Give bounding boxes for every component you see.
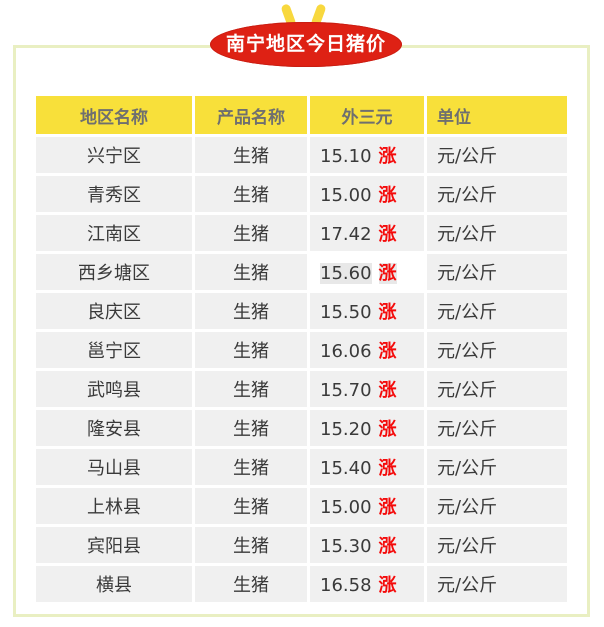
- unit-cell: 元/公斤: [427, 371, 567, 407]
- trend-up-label: 涨: [378, 497, 397, 518]
- product-cell: 生猪: [195, 488, 307, 524]
- region-cell: 兴宁区: [36, 137, 192, 173]
- unit-cell: 元/公斤: [427, 410, 567, 446]
- table-row: 横县 生猪 16.58 涨 元/公斤: [36, 566, 567, 602]
- trend-up-label: 涨: [378, 458, 397, 479]
- price-value: 15.00: [320, 497, 372, 518]
- price-cell: 15.10 涨: [310, 137, 424, 173]
- price-cell: 17.42 涨: [310, 215, 424, 251]
- page-title: 南宁地区今日猪价: [210, 22, 402, 67]
- unit-cell: 元/公斤: [427, 215, 567, 251]
- col-header-price: 外三元: [310, 96, 424, 134]
- price-value: 15.40: [320, 458, 372, 479]
- product-cell: 生猪: [195, 449, 307, 485]
- product-cell: 生猪: [195, 215, 307, 251]
- unit-cell: 元/公斤: [427, 527, 567, 563]
- product-cell: 生猪: [195, 566, 307, 602]
- price-value: 15.10: [320, 146, 372, 167]
- price-value: 15.70: [320, 380, 372, 401]
- price-value: 15.60: [320, 263, 372, 284]
- unit-cell: 元/公斤: [427, 449, 567, 485]
- unit-cell: 元/公斤: [427, 254, 567, 290]
- trend-up-label: 涨: [378, 380, 397, 401]
- region-cell: 江南区: [36, 215, 192, 251]
- price-cell: 15.00 涨: [310, 176, 424, 212]
- unit-cell: 元/公斤: [427, 566, 567, 602]
- table-row: 宾阳县 生猪 15.30 涨 元/公斤: [36, 527, 567, 563]
- region-cell: 宾阳县: [36, 527, 192, 563]
- price-table-header: 地区名称 产品名称 外三元 单位: [36, 96, 567, 134]
- price-cell: 15.40 涨: [310, 449, 424, 485]
- trend-up-label: 涨: [378, 302, 397, 323]
- price-table: 地区名称 产品名称 外三元 单位 兴宁区 生猪 15.10 涨元/公斤 青秀区 生猪 15.…: [33, 93, 570, 605]
- product-cell: 生猪: [195, 254, 307, 290]
- price-cell: 16.58 涨: [310, 566, 424, 602]
- region-cell: 西乡塘区: [36, 254, 192, 290]
- price-cell: 15.70 涨: [310, 371, 424, 407]
- price-value: 15.30: [320, 536, 372, 557]
- price-cell: 15.60 涨: [310, 254, 424, 290]
- product-cell: 生猪: [195, 410, 307, 446]
- col-header-product: 产品名称: [195, 96, 307, 134]
- region-cell: 马山县: [36, 449, 192, 485]
- table-row: 马山县 生猪 15.40 涨 元/公斤: [36, 449, 567, 485]
- trend-up-label: 涨: [378, 575, 397, 596]
- price-table-body: 兴宁区 生猪 15.10 涨元/公斤 青秀区 生猪 15.00 涨元/公斤 江南区 生猪 17.42…: [36, 137, 567, 602]
- table-row: 武鸣县 生猪 15.70 涨 元/公斤: [36, 371, 567, 407]
- table-row: 良庆区 生猪 15.50 涨 元/公斤: [36, 293, 567, 329]
- price-cell: 15.30 涨: [310, 527, 424, 563]
- product-cell: 生猪: [195, 176, 307, 212]
- region-cell: 隆安县: [36, 410, 192, 446]
- table-row: 兴宁区 生猪 15.10 涨 元/公斤: [36, 137, 567, 173]
- table-row: 上林县 生猪 15.00 涨 元/公斤: [36, 488, 567, 524]
- header-row: 地区名称 产品名称 外三元 单位: [36, 96, 567, 134]
- region-cell: 良庆区: [36, 293, 192, 329]
- trend-up-label: 涨: [378, 341, 397, 362]
- trend-up-label: 涨: [378, 263, 397, 284]
- unit-cell: 元/公斤: [427, 488, 567, 524]
- region-cell: 邕宁区: [36, 332, 192, 368]
- trend-up-label: 涨: [378, 224, 397, 245]
- trend-up-label: 涨: [378, 419, 397, 440]
- product-cell: 生猪: [195, 371, 307, 407]
- table-row: 青秀区 生猪 15.00 涨 元/公斤: [36, 176, 567, 212]
- table-row: 西乡塘区 生猪 15.60 涨 元/公斤: [36, 254, 567, 290]
- unit-cell: 元/公斤: [427, 176, 567, 212]
- trend-up-label: 涨: [378, 146, 397, 167]
- product-cell: 生猪: [195, 137, 307, 173]
- price-cell: 15.20 涨: [310, 410, 424, 446]
- region-cell: 上林县: [36, 488, 192, 524]
- table-row: 江南区 生猪 17.42 涨 元/公斤: [36, 215, 567, 251]
- price-value: 17.42: [320, 224, 372, 245]
- table-row: 邕宁区 生猪 16.06 涨 元/公斤: [36, 332, 567, 368]
- trend-up-label: 涨: [378, 536, 397, 557]
- col-header-region: 地区名称: [36, 96, 192, 134]
- price-cell: 15.50 涨: [310, 293, 424, 329]
- price-value: 15.00: [320, 185, 372, 206]
- product-cell: 生猪: [195, 527, 307, 563]
- unit-cell: 元/公斤: [427, 293, 567, 329]
- price-value: 16.06: [320, 341, 372, 362]
- product-cell: 生猪: [195, 293, 307, 329]
- table-row: 隆安县 生猪 15.20 涨 元/公斤: [36, 410, 567, 446]
- unit-cell: 元/公斤: [427, 137, 567, 173]
- trend-up-label: 涨: [378, 185, 397, 206]
- unit-cell: 元/公斤: [427, 332, 567, 368]
- price-cell: 15.00 涨: [310, 488, 424, 524]
- price-value: 16.58: [320, 575, 372, 596]
- price-cell: 16.06 涨: [310, 332, 424, 368]
- product-cell: 生猪: [195, 332, 307, 368]
- price-value: 15.50: [320, 302, 372, 323]
- col-header-unit: 单位: [427, 96, 567, 134]
- region-cell: 武鸣县: [36, 371, 192, 407]
- price-value: 15.20: [320, 419, 372, 440]
- region-cell: 青秀区: [36, 176, 192, 212]
- region-cell: 横县: [36, 566, 192, 602]
